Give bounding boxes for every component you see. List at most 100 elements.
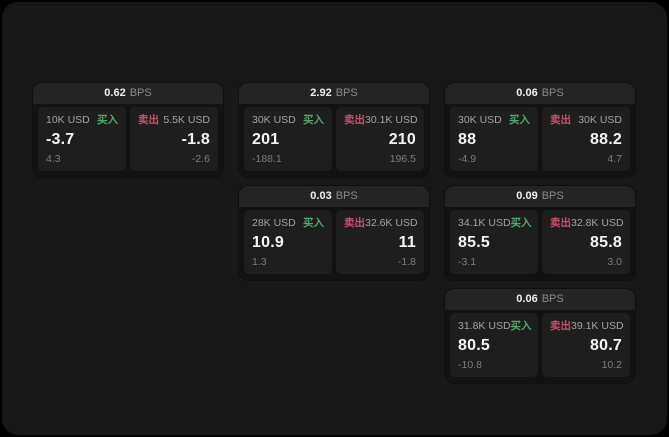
quote-card: 0.62 BPS 10K USD 买入 -3.7 4.3 卖出 5.5K USD <box>33 83 223 177</box>
bps-header: 2.92 BPS <box>239 83 429 104</box>
sell-panel-top: 卖出 30.1K USD <box>344 114 418 126</box>
quote-card: 2.92 BPS 30K USD 买入 201 -188.1 卖出 30.1K … <box>239 83 429 177</box>
bps-value: 0.09 <box>516 190 538 202</box>
buy-amount: 31.8K USD <box>458 320 511 332</box>
sell-amount: 32.8K USD <box>571 217 624 229</box>
sell-price: 80.7 <box>590 337 622 354</box>
buy-price: 85.5 <box>458 234 490 251</box>
bps-value: 0.62 <box>104 87 126 99</box>
bps-unit: BPS <box>541 293 564 305</box>
sell-panel[interactable]: 卖出 39.1K USD 80.7 10.2 <box>542 313 630 377</box>
sell-panel[interactable]: 卖出 5.5K USD -1.8 -2.6 <box>130 107 218 171</box>
bps-header: 0.06 BPS <box>445 289 635 310</box>
panels-row: 30K USD 买入 201 -188.1 卖出 30.1K USD 210 1… <box>239 104 429 177</box>
sell-change: 10.2 <box>601 359 622 371</box>
sell-panel-top: 卖出 39.1K USD <box>550 320 624 332</box>
buy-amount: 34.1K USD <box>458 217 511 229</box>
buy-price: 80.5 <box>458 337 490 354</box>
sell-change: -2.6 <box>191 153 210 165</box>
buy-panel[interactable]: 28K USD 买入 10.9 1.3 <box>244 210 332 274</box>
panels-row: 10K USD 买入 -3.7 4.3 卖出 5.5K USD -1.8 -2.… <box>33 104 223 177</box>
quote-card: 0.09 BPS 34.1K USD 买入 85.5 -3.1 卖出 32.8K… <box>445 186 635 280</box>
buy-tag: 买入 <box>510 320 532 332</box>
sell-panel-top: 卖出 32.8K USD <box>550 217 624 229</box>
buy-panel[interactable]: 30K USD 买入 88 -4.9 <box>450 107 538 171</box>
bps-unit: BPS <box>129 87 152 99</box>
buy-change: -10.8 <box>458 359 482 371</box>
buy-price: 201 <box>252 131 280 148</box>
sell-tag: 卖出 <box>344 217 365 229</box>
buy-panel[interactable]: 30K USD 买入 201 -188.1 <box>244 107 332 171</box>
sell-change: -1.8 <box>397 256 416 268</box>
sell-amount: 30.1K USD <box>365 114 418 126</box>
buy-tag: 买入 <box>509 114 530 126</box>
buy-amount: 10K USD <box>46 114 90 126</box>
sell-price: -1.8 <box>181 131 210 148</box>
buy-tag: 买入 <box>510 217 532 229</box>
sell-panel-top: 卖出 30K USD <box>550 114 622 126</box>
buy-amount: 30K USD <box>458 114 502 126</box>
buy-tag: 买入 <box>303 217 324 229</box>
buy-panel-top: 28K USD 买入 <box>252 217 324 229</box>
bps-header: 0.03 BPS <box>239 186 429 207</box>
sell-change: 196.5 <box>389 153 416 165</box>
sell-amount: 39.1K USD <box>571 320 624 332</box>
sell-tag: 卖出 <box>138 114 159 126</box>
buy-change: -188.1 <box>252 153 282 165</box>
bps-header: 0.06 BPS <box>445 83 635 104</box>
buy-change: -4.9 <box>458 153 477 165</box>
sell-price: 210 <box>388 131 416 148</box>
sell-tag: 卖出 <box>344 114 365 126</box>
panels-row: 28K USD 买入 10.9 1.3 卖出 32.6K USD 11 -1.8 <box>239 207 429 280</box>
quote-grid: 0.62 BPS 10K USD 买入 -3.7 4.3 卖出 5.5K USD <box>33 83 635 383</box>
sell-amount: 5.5K USD <box>163 114 210 126</box>
bps-header: 0.09 BPS <box>445 186 635 207</box>
buy-panel[interactable]: 31.8K USD 买入 80.5 -10.8 <box>450 313 538 377</box>
buy-change: 1.3 <box>252 256 267 268</box>
buy-panel-top: 30K USD 买入 <box>458 114 530 126</box>
buy-price: 10.9 <box>252 234 284 251</box>
buy-panel-top: 34.1K USD 买入 <box>458 217 532 229</box>
buy-change: -3.1 <box>458 256 477 268</box>
bps-unit: BPS <box>335 190 358 202</box>
sell-panel[interactable]: 卖出 30K USD 88.2 4.7 <box>542 107 630 171</box>
buy-panel[interactable]: 34.1K USD 买入 85.5 -3.1 <box>450 210 538 274</box>
panels-row: 34.1K USD 买入 85.5 -3.1 卖出 32.8K USD 85.8… <box>445 207 635 280</box>
buy-change: 4.3 <box>46 153 61 165</box>
sell-tag: 卖出 <box>550 114 571 126</box>
bps-value: 0.06 <box>516 293 538 305</box>
bps-unit: BPS <box>335 87 358 99</box>
sell-price: 11 <box>398 234 416 251</box>
sell-panel-top: 卖出 32.6K USD <box>344 217 418 229</box>
bps-value: 0.03 <box>310 190 332 202</box>
buy-tag: 买入 <box>303 114 324 126</box>
panels-row: 31.8K USD 买入 80.5 -10.8 卖出 39.1K USD 80.… <box>445 310 635 383</box>
buy-panel-top: 30K USD 买入 <box>252 114 324 126</box>
bps-value: 2.92 <box>310 87 332 99</box>
buy-price: -3.7 <box>46 131 75 148</box>
sell-tag: 卖出 <box>550 217 571 229</box>
sell-panel[interactable]: 卖出 30.1K USD 210 196.5 <box>336 107 424 171</box>
quote-card: 0.06 BPS 31.8K USD 买入 80.5 -10.8 卖出 39.1… <box>445 289 635 383</box>
sell-change: 3.0 <box>607 256 622 268</box>
quote-card: 0.06 BPS 30K USD 买入 88 -4.9 卖出 30K USD <box>445 83 635 177</box>
buy-panel-top: 31.8K USD 买入 <box>458 320 532 332</box>
buy-amount: 30K USD <box>252 114 296 126</box>
sell-panel[interactable]: 卖出 32.6K USD 11 -1.8 <box>336 210 424 274</box>
sell-price: 85.8 <box>590 234 622 251</box>
sell-change: 4.7 <box>607 153 622 165</box>
quote-card: 0.03 BPS 28K USD 买入 10.9 1.3 卖出 32.6K US… <box>239 186 429 280</box>
buy-panel[interactable]: 10K USD 买入 -3.7 4.3 <box>38 107 126 171</box>
sell-amount: 30K USD <box>578 114 622 126</box>
bps-unit: BPS <box>541 190 564 202</box>
bps-value: 0.06 <box>516 87 538 99</box>
buy-panel-top: 10K USD 买入 <box>46 114 118 126</box>
sell-panel[interactable]: 卖出 32.8K USD 85.8 3.0 <box>542 210 630 274</box>
buy-price: 88 <box>458 131 477 148</box>
bps-header: 0.62 BPS <box>33 83 223 104</box>
sell-panel-top: 卖出 5.5K USD <box>138 114 210 126</box>
bps-unit: BPS <box>541 87 564 99</box>
buy-amount: 28K USD <box>252 217 296 229</box>
sell-price: 88.2 <box>590 131 622 148</box>
